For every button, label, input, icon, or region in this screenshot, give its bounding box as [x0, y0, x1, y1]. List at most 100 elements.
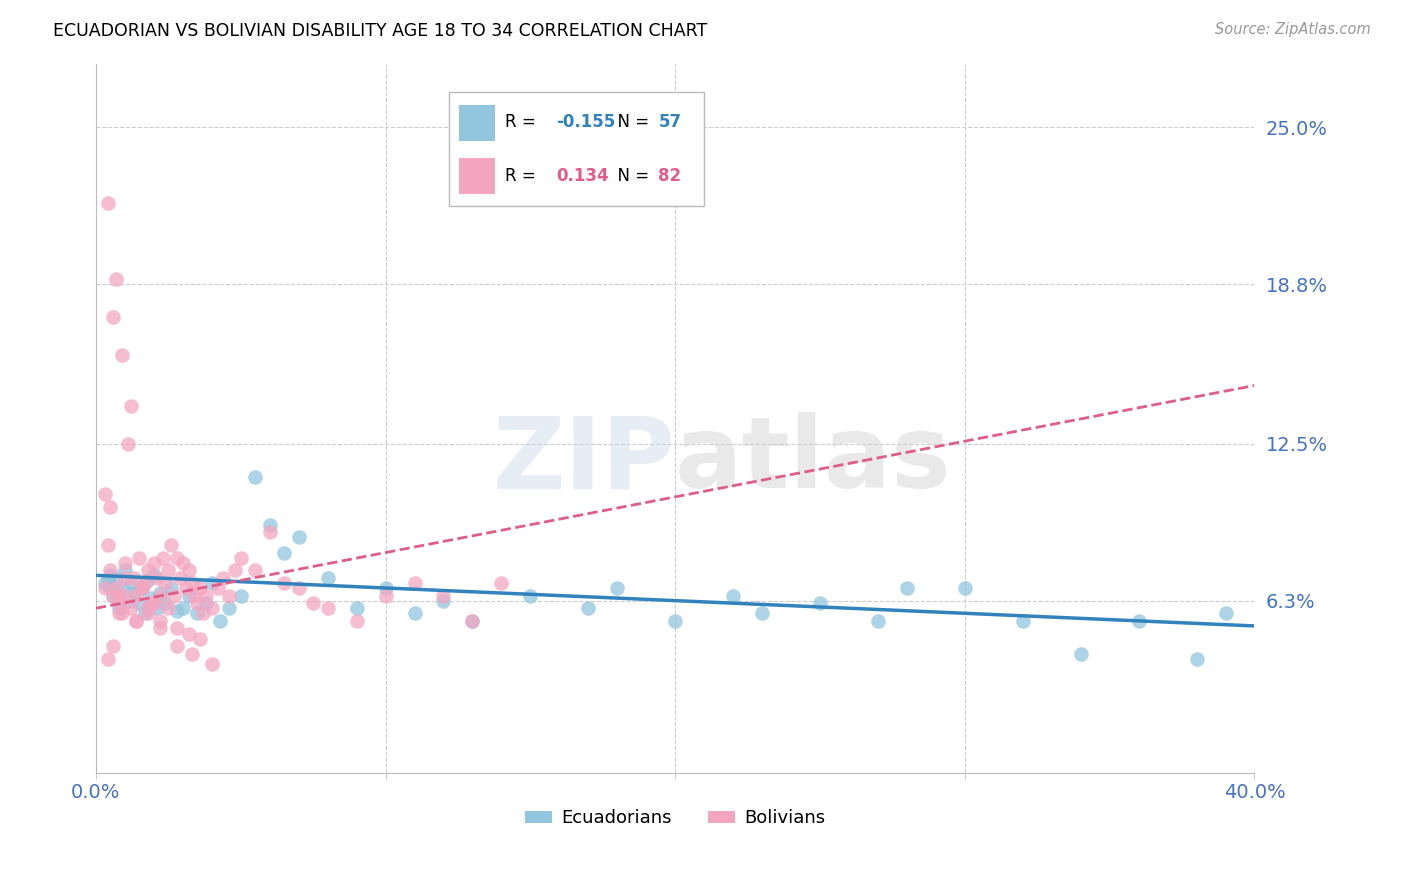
Point	[131, 581, 153, 595]
Point	[155, 575, 177, 590]
Point	[149, 589, 172, 603]
Point	[195, 589, 218, 603]
Point	[122, 571, 145, 585]
Point	[100, 568, 122, 582]
Point	[108, 596, 131, 610]
Point	[134, 607, 156, 621]
Point	[302, 596, 325, 610]
Point	[432, 589, 454, 603]
Point	[105, 571, 128, 585]
Point	[374, 589, 396, 603]
Point	[180, 647, 202, 661]
Point	[103, 589, 125, 603]
Point	[136, 574, 159, 588]
Point	[108, 601, 131, 615]
Point	[287, 530, 309, 544]
Point	[157, 601, 180, 615]
Text: ECUADORIAN VS BOLIVIAN DISABILITY AGE 18 TO 34 CORRELATION CHART: ECUADORIAN VS BOLIVIAN DISABILITY AGE 18…	[53, 22, 707, 40]
Point	[114, 556, 136, 570]
Point	[316, 601, 339, 615]
Point	[174, 581, 197, 595]
Text: ZIP: ZIP	[492, 412, 675, 509]
Point	[96, 196, 118, 211]
Point	[273, 575, 295, 590]
Point	[1070, 647, 1092, 661]
Point	[125, 589, 148, 603]
Point	[404, 575, 426, 590]
Point	[131, 581, 153, 595]
Point	[139, 591, 162, 606]
Point	[186, 607, 208, 621]
Point	[346, 614, 368, 628]
Point	[136, 563, 159, 577]
Point	[169, 571, 191, 585]
Legend: Ecuadorians, Bolivians: Ecuadorians, Bolivians	[517, 802, 832, 835]
Point	[103, 310, 125, 325]
Point	[229, 589, 252, 603]
Point	[606, 581, 628, 595]
Point	[149, 614, 172, 628]
Point	[259, 525, 281, 540]
Point	[201, 575, 224, 590]
Point	[142, 596, 165, 610]
Point	[721, 589, 744, 603]
Point	[114, 571, 136, 585]
Point	[188, 581, 211, 595]
Point	[177, 626, 200, 640]
Point	[93, 487, 115, 501]
Point	[576, 601, 599, 615]
Point	[404, 607, 426, 621]
Point	[139, 596, 162, 610]
Text: Source: ZipAtlas.com: Source: ZipAtlas.com	[1215, 22, 1371, 37]
Point	[149, 622, 172, 636]
Point	[117, 436, 139, 450]
Point	[166, 550, 188, 565]
Point	[142, 568, 165, 582]
Point	[155, 596, 177, 610]
Point	[122, 586, 145, 600]
Point	[93, 575, 115, 590]
Point	[100, 563, 122, 577]
Point	[209, 614, 232, 628]
Point	[128, 550, 150, 565]
Point	[131, 581, 153, 595]
Point	[177, 589, 200, 603]
Point	[136, 607, 159, 621]
Point	[245, 469, 267, 483]
Point	[111, 607, 134, 621]
Point	[145, 601, 167, 615]
Point	[461, 614, 484, 628]
Point	[273, 545, 295, 559]
Point	[160, 538, 183, 552]
Point	[134, 575, 156, 590]
Point	[103, 589, 125, 603]
Point	[120, 575, 142, 590]
Point	[125, 614, 148, 628]
Point	[117, 593, 139, 607]
Point	[287, 581, 309, 595]
Point	[145, 571, 167, 585]
Point	[108, 607, 131, 621]
Point	[259, 517, 281, 532]
Point	[201, 601, 224, 615]
Point	[125, 614, 148, 628]
Point	[111, 348, 134, 362]
Point	[751, 607, 773, 621]
Text: atlas: atlas	[675, 412, 952, 509]
Point	[374, 581, 396, 595]
Point	[229, 550, 252, 565]
Point	[188, 632, 211, 646]
Point	[136, 601, 159, 615]
Point	[1128, 614, 1150, 628]
Point	[160, 581, 183, 595]
Point	[1011, 614, 1033, 628]
Point	[111, 581, 134, 595]
Point	[177, 563, 200, 577]
Point	[103, 639, 125, 653]
Point	[186, 596, 208, 610]
Point	[105, 272, 128, 286]
Point	[93, 581, 115, 595]
Point	[120, 399, 142, 413]
Point	[105, 581, 128, 595]
Point	[953, 581, 976, 595]
